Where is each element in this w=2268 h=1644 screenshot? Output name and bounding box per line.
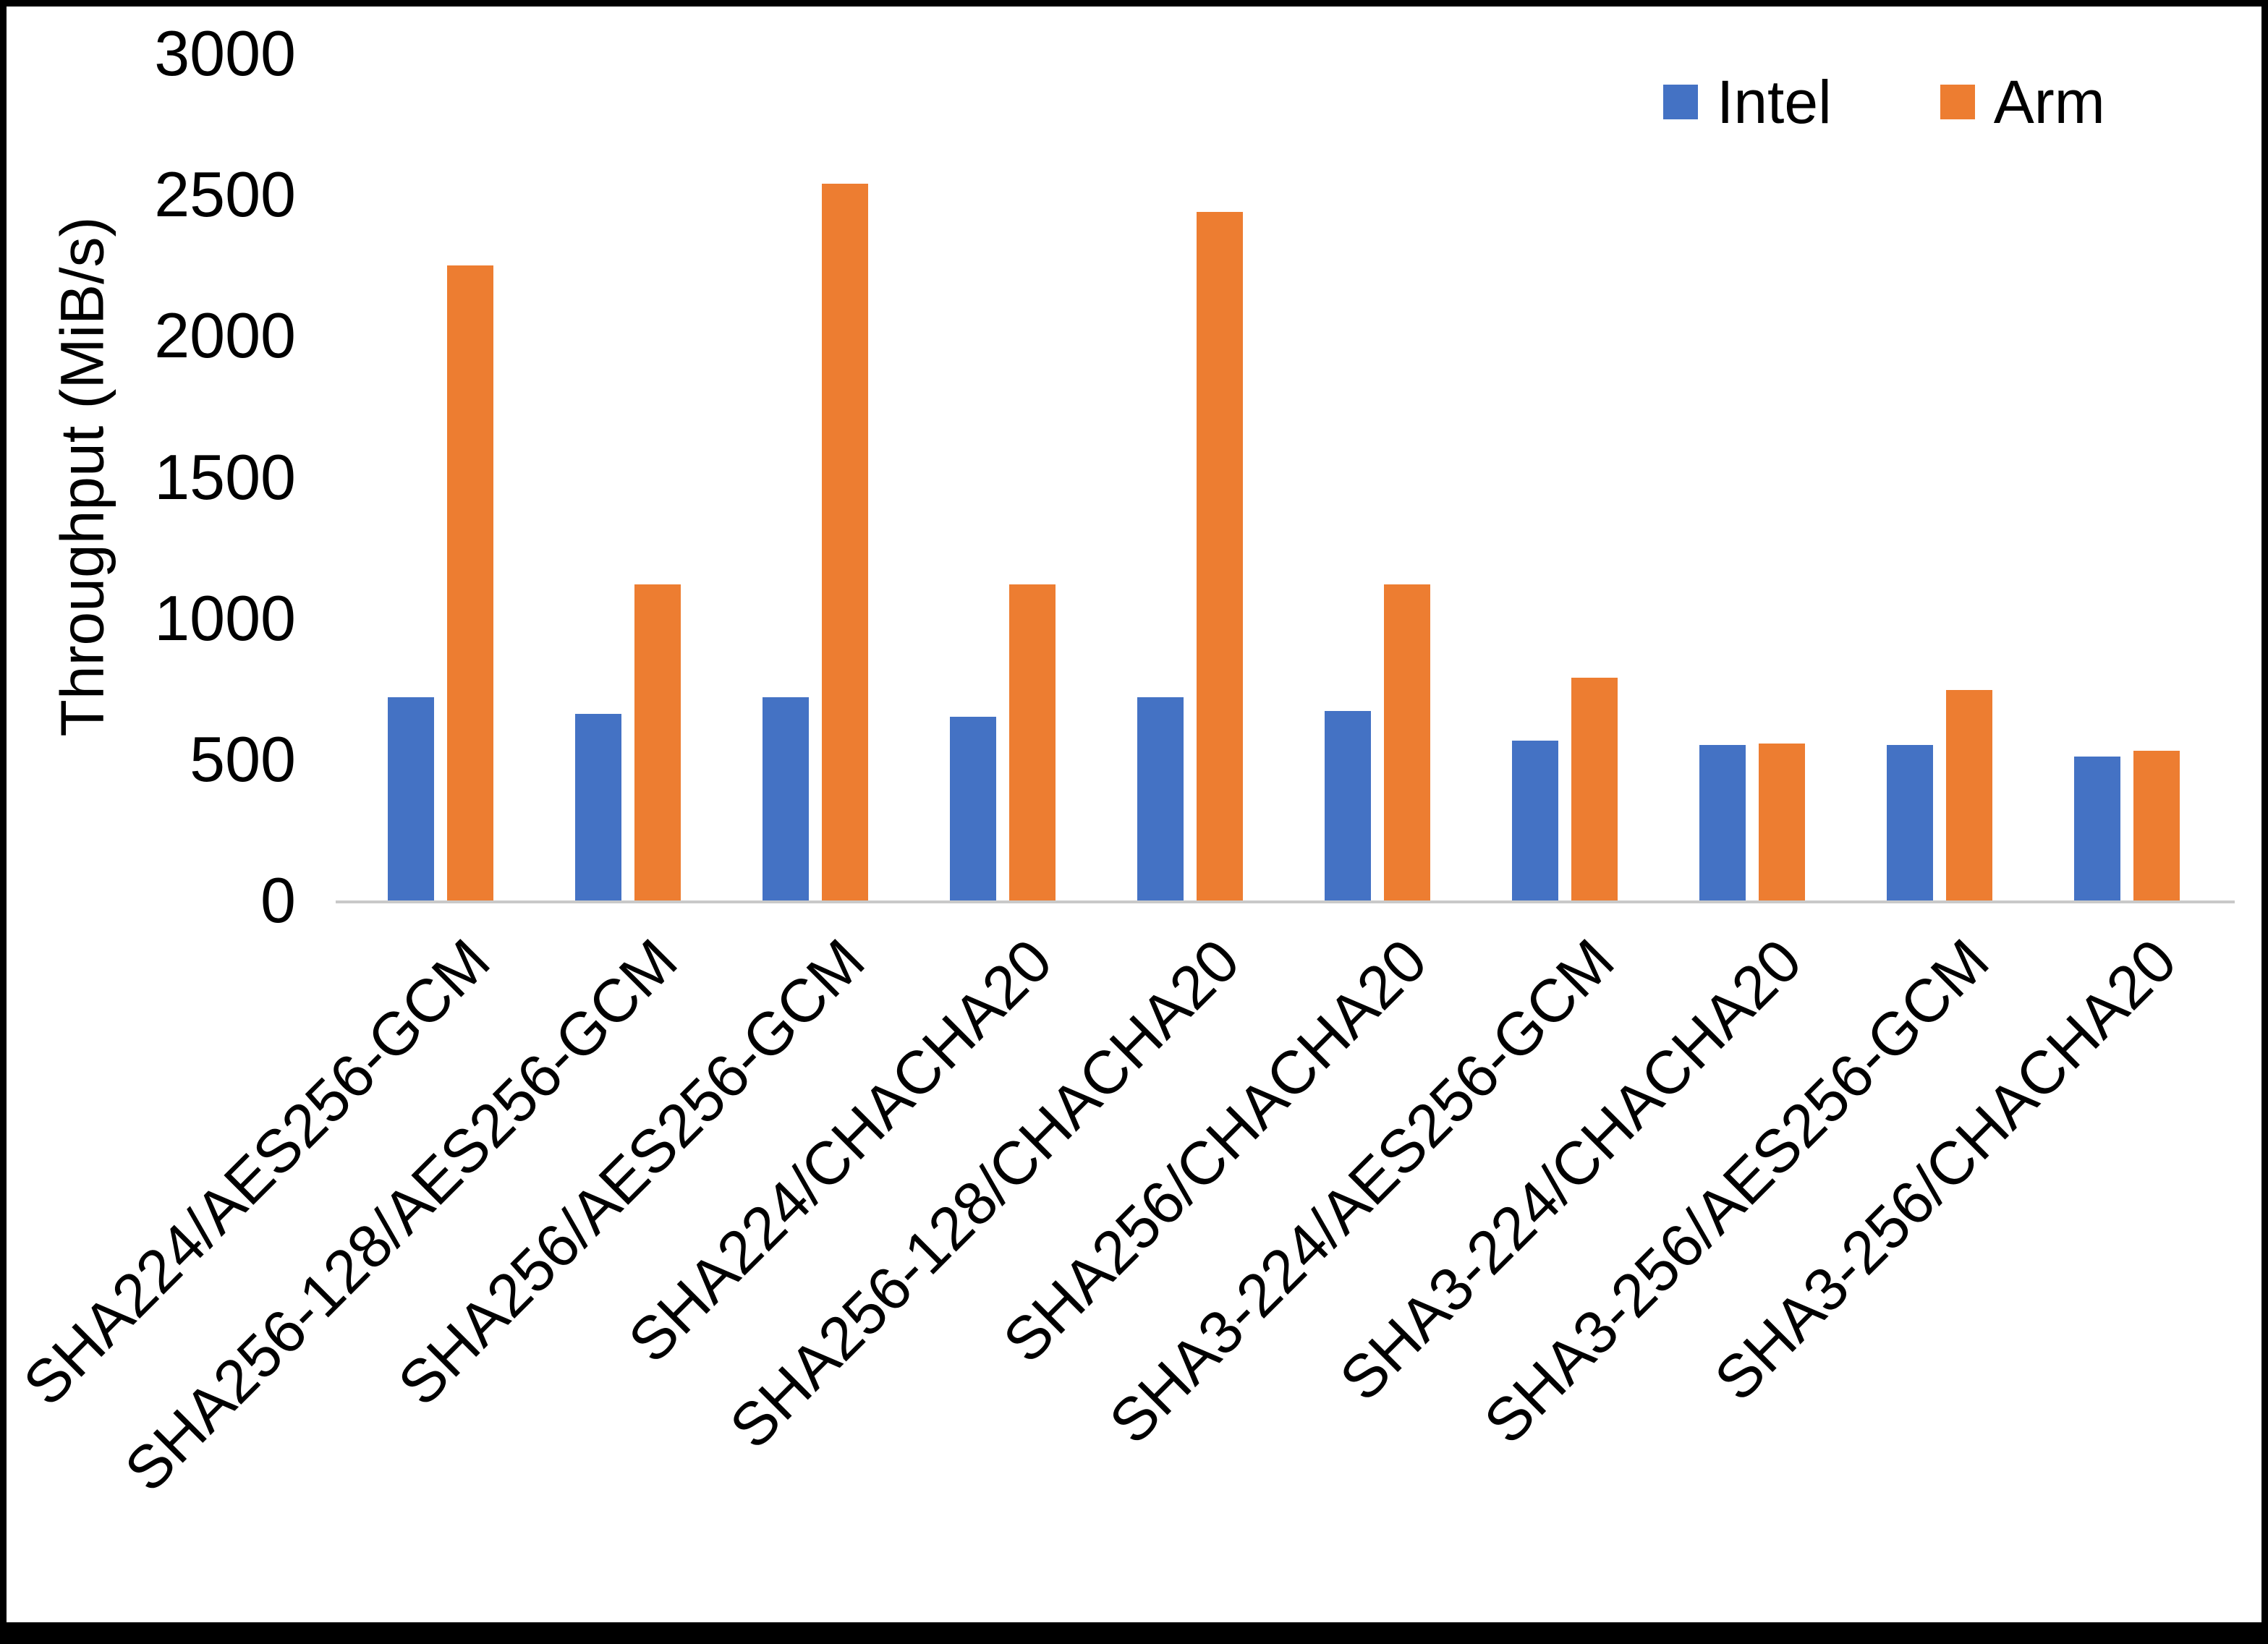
bar-arm-10 — [2133, 751, 2180, 900]
legend-series-name: Intel — [1717, 68, 1832, 136]
bar-intel-7 — [1511, 741, 1558, 900]
y-axis-tick-label: 1000 — [154, 582, 296, 654]
legend-item-intel: Intel — [1663, 72, 1832, 132]
bar-intel-8 — [1699, 745, 1746, 900]
bar-arm-5 — [1196, 211, 1243, 900]
bar-arm-2 — [634, 584, 681, 900]
y-axis-tick-label: 500 — [190, 723, 296, 795]
bar-intel-4 — [949, 717, 996, 900]
bar-intel-9 — [1886, 745, 1933, 900]
x-axis-line — [336, 900, 2235, 903]
legend-series-name: Arm — [1993, 68, 2105, 136]
bar-intel-3 — [762, 697, 809, 900]
bar-arm-1 — [446, 265, 493, 900]
legend-swatch-intel-icon — [1663, 85, 1698, 119]
legend-swatch-arm-icon — [1940, 85, 1975, 119]
bar-arm-8 — [1758, 744, 1805, 900]
bar-arm-4 — [1008, 584, 1056, 900]
bar-intel-10 — [2073, 756, 2120, 900]
bar-intel-6 — [1324, 711, 1371, 900]
y-axis-tick-label: 1500 — [154, 440, 296, 513]
y-axis-tick-label: 3000 — [154, 17, 296, 89]
bar-arm-7 — [1571, 677, 1618, 900]
legend: Intel Arm — [1663, 72, 2105, 132]
bar-arm-3 — [821, 183, 868, 900]
legend-item-arm: Arm — [1940, 72, 2105, 132]
bar-intel-2 — [574, 714, 621, 900]
bar-arm-9 — [1945, 690, 1992, 900]
y-axis-tick-label: 2000 — [154, 299, 296, 372]
y-axis-tick-label: 0 — [260, 864, 296, 936]
bar-arm-6 — [1383, 584, 1430, 900]
y-axis-tick-label: 2500 — [154, 158, 296, 231]
bar-intel-5 — [1137, 697, 1184, 900]
bar-intel-1 — [387, 697, 434, 900]
